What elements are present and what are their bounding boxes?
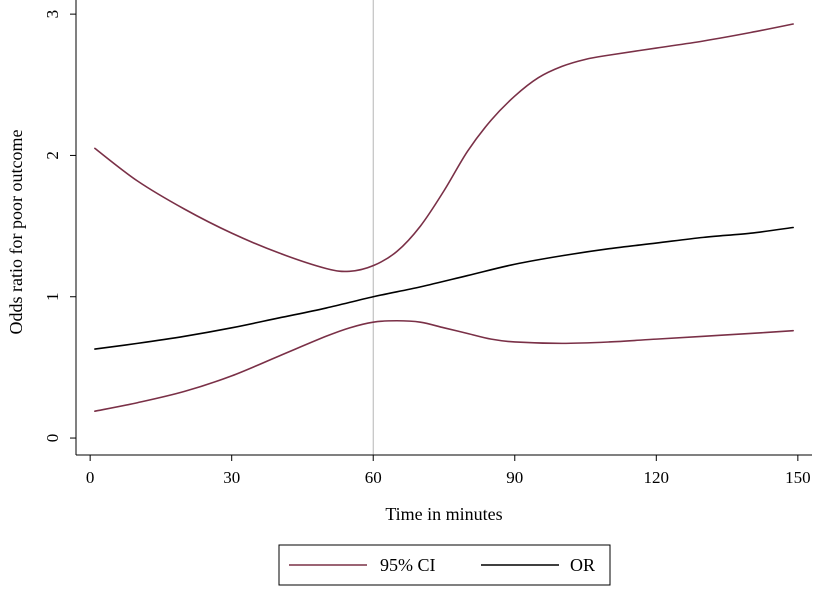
series-line-lower bbox=[94, 319, 794, 412]
y-tick-label: 3 bbox=[43, 10, 62, 19]
legend-label-or: OR bbox=[570, 555, 595, 575]
legend: 95% CI OR bbox=[278, 544, 611, 586]
x-tick-label: 90 bbox=[506, 468, 523, 487]
x-tick-label: 30 bbox=[223, 468, 240, 487]
axes: Time in minutes Odds ratio for poor outc… bbox=[6, 0, 812, 524]
y-tick-label: 2 bbox=[43, 151, 62, 160]
y-tick-label: 1 bbox=[43, 292, 62, 301]
x-tick-label: 60 bbox=[365, 468, 382, 487]
x-tick-label: 120 bbox=[644, 468, 670, 487]
y-tick-label: 0 bbox=[43, 434, 62, 443]
x-tick-label: 0 bbox=[86, 468, 95, 487]
series-line-estimate bbox=[94, 226, 794, 350]
series-line-upper bbox=[94, 23, 794, 273]
y-axis-title: Odds ratio for poor outcome bbox=[6, 130, 26, 335]
legend-label-ci: 95% CI bbox=[380, 555, 436, 575]
x-axis-title: Time in minutes bbox=[385, 504, 502, 524]
plot-area bbox=[94, 0, 794, 455]
x-tick-label: 150 bbox=[785, 468, 811, 487]
